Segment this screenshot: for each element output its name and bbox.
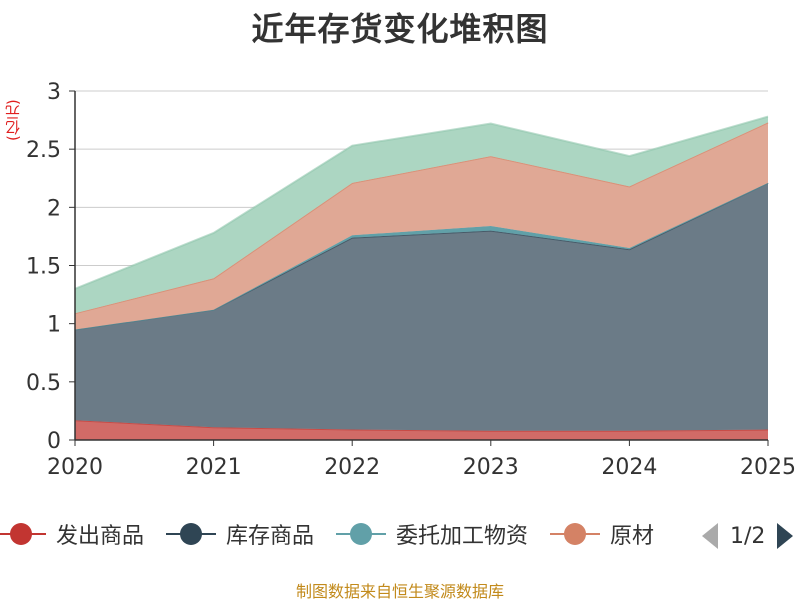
legend-item[interactable]: 委托加工物资	[336, 516, 528, 552]
x-tick-label: 2021	[186, 455, 242, 480]
chart-title: 近年存货变化堆积图	[251, 10, 549, 48]
legend-swatch-icon	[0, 519, 46, 549]
axes: 0 0.5 1 1.5 2 2.5 3 2020 2021 2022 2023 2024 2025	[26, 80, 796, 480]
x-tick-label: 2022	[324, 455, 380, 480]
legend-item[interactable]: 库存商品	[166, 516, 314, 552]
data-source-footer: 制图数据来自恒生聚源数据库	[295, 582, 504, 601]
legend-label: 发出商品	[56, 524, 145, 549]
legend-label: 委托加工物资	[396, 524, 529, 549]
area-series-4	[75, 116, 768, 314]
y-tick-label: 0.5	[26, 371, 61, 396]
legend-next-page-icon[interactable]	[773, 521, 795, 551]
area-series	[74, 115, 769, 440]
legend-label: 原材	[610, 524, 655, 549]
x-tick-label: 2023	[463, 455, 519, 480]
stacked-area-chart: 0 0.5 1 1.5 2 2.5 3 2020 2021 2022 2023 2024 2025	[26, 80, 796, 480]
y-tick-label: 0	[47, 429, 61, 454]
x-tick-label: 2024	[601, 455, 657, 480]
legend-pager: 1/2	[700, 516, 800, 556]
y-tick-label: 1	[47, 313, 61, 338]
area-series-3	[75, 122, 768, 330]
legend-swatch-icon	[550, 519, 601, 549]
legend-item[interactable]: 原材	[550, 516, 654, 552]
legend-swatch-icon	[166, 519, 217, 549]
legend-swatch-icon	[336, 519, 387, 549]
area-series-line-4	[74, 115, 769, 290]
legend-label: 库存商品	[226, 524, 315, 549]
legend-item[interactable]: 发出商品	[0, 516, 144, 552]
legend-prev-page-icon[interactable]	[700, 521, 722, 551]
legend-page-indicator: 1/2	[730, 523, 766, 549]
legend-items: 发出商品 库存商品 委托加工物资 原材	[0, 516, 684, 556]
y-tick-label: 2	[47, 196, 61, 221]
x-tick-label: 2025	[740, 455, 796, 480]
x-tick-label: 2020	[47, 455, 103, 480]
y-tick-label: 3	[47, 80, 61, 105]
chart-legend: 发出商品 库存商品 委托加工物资 原材	[0, 516, 800, 556]
y-tick-label: 1.5	[26, 255, 61, 280]
y-tick-label: 2.5	[26, 138, 61, 163]
